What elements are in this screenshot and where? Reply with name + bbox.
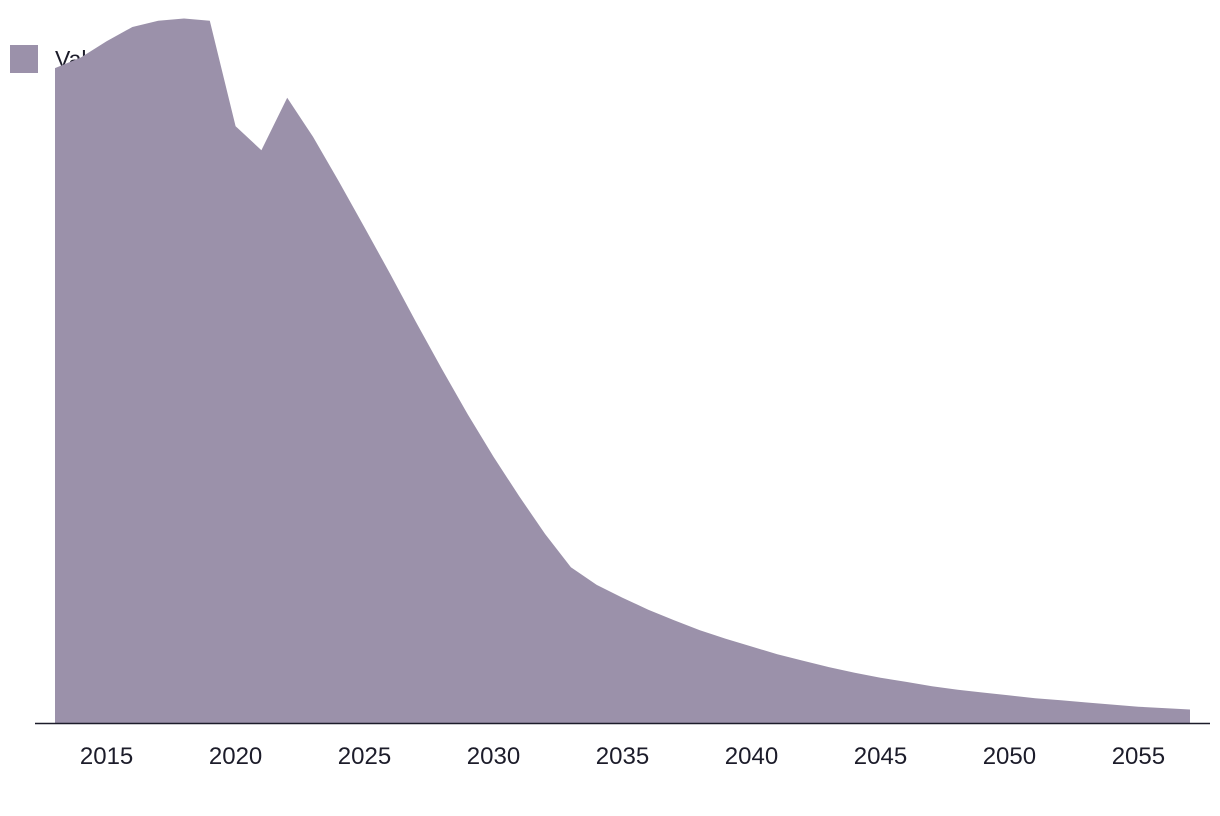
x-tick-label-2020: 2020 (209, 743, 262, 770)
x-tick-label-2015: 2015 (80, 743, 133, 770)
x-tick-label-2045: 2045 (854, 743, 907, 770)
x-tick-label-2030: 2030 (467, 743, 520, 770)
x-tick-label-2035: 2035 (596, 743, 649, 770)
legend-swatch (10, 45, 38, 73)
x-tick-label-2050: 2050 (983, 743, 1036, 770)
area-series-1 (55, 18, 1190, 723)
area-series (55, 18, 1190, 723)
x-tick-label-2025: 2025 (338, 743, 391, 770)
x-tick-label-2055: 2055 (1112, 743, 1165, 770)
watermark-text: GlobalData (494, 386, 727, 435)
x-tick-label-2040: 2040 (725, 743, 778, 770)
x-axis-ticks: 2015 2020 2025 2030 2035 2040 2045 2050 2055 (80, 743, 1165, 770)
